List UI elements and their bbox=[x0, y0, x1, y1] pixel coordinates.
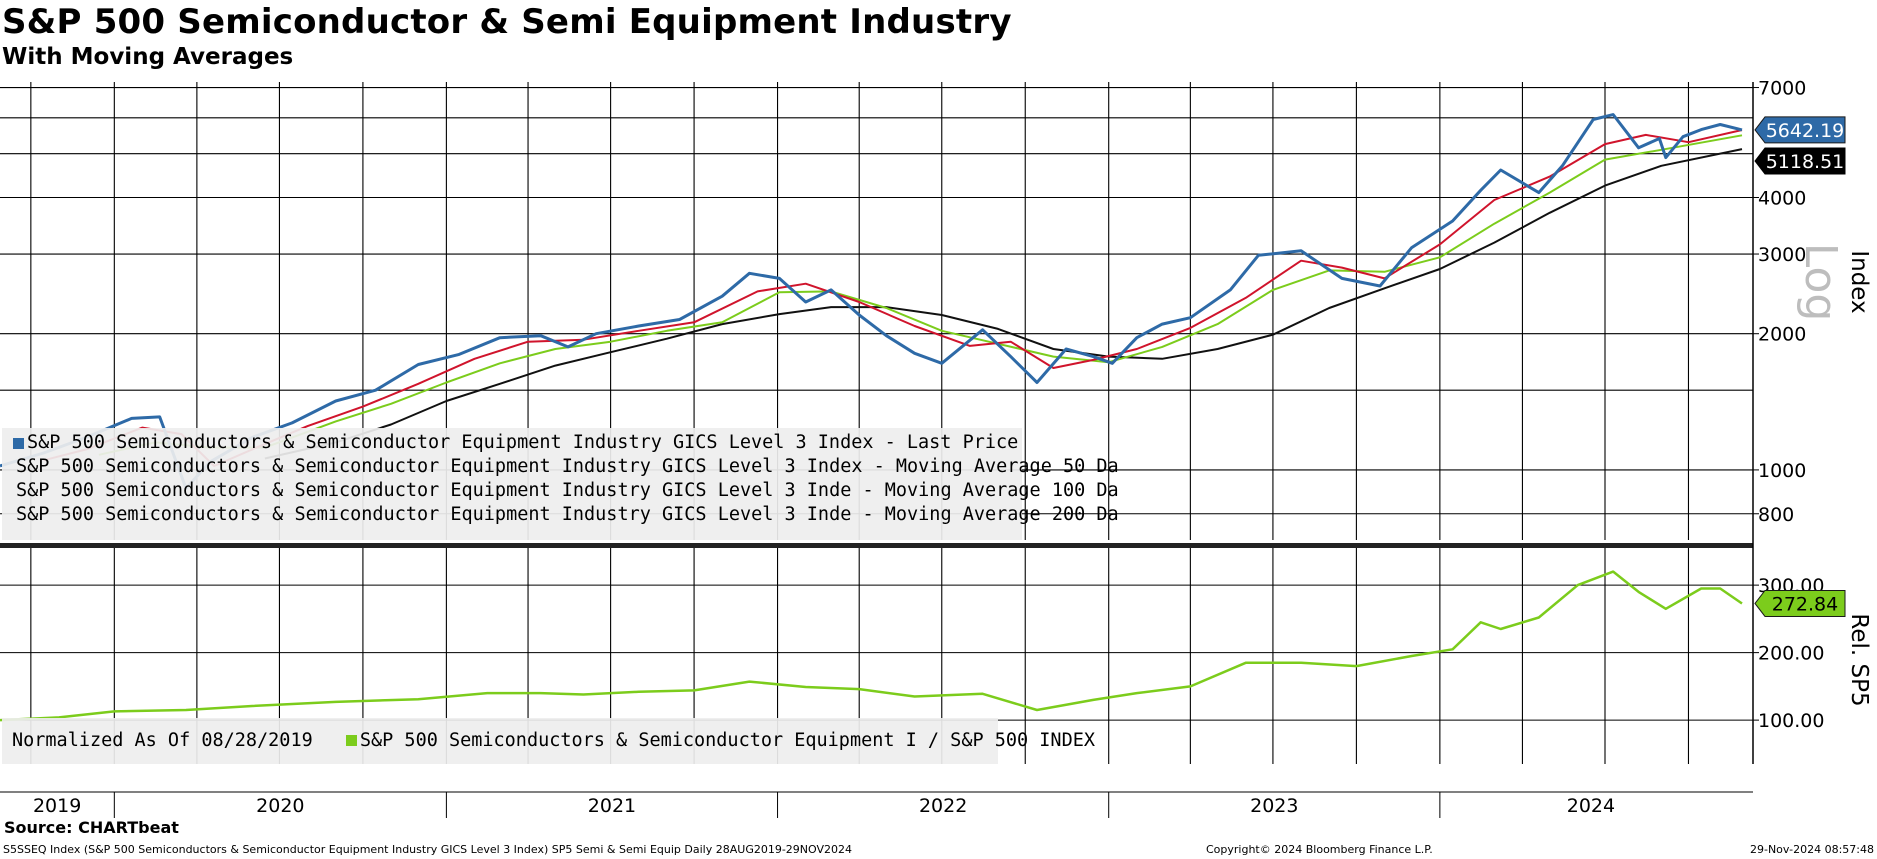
x-tick-label: 2021 bbox=[588, 795, 636, 817]
y-tick-label-upper: 800 bbox=[1758, 504, 1794, 526]
legend-label-relative: S&P 500 Semiconductors & Semiconductor E… bbox=[359, 730, 1095, 751]
axis-group: 80010002000300040007000100.00200.00300.0… bbox=[33, 78, 1872, 818]
legend-label: S&P 500 Semiconductors & Semiconductor E… bbox=[27, 432, 1019, 453]
y-tick-label-upper: 7000 bbox=[1758, 78, 1806, 100]
legend-lower: Normalized As Of 08/28/2019 S&P 500 Semi… bbox=[2, 718, 1095, 764]
last-value-tag-relative-text: 272.84 bbox=[1772, 593, 1838, 615]
y-axis-label-upper: Index bbox=[1846, 250, 1872, 313]
x-tick-label: 2022 bbox=[919, 795, 967, 817]
x-tick-label: 2019 bbox=[33, 795, 81, 817]
chart-title: S&P 500 Semiconductor & Semi Equipment I… bbox=[2, 2, 1012, 42]
series-line-ma200 bbox=[264, 148, 1743, 460]
normalized-note: Normalized As Of 08/28/2019 bbox=[12, 730, 313, 751]
x-tick-label: 2023 bbox=[1250, 795, 1298, 817]
last-value-tag-relative-shape bbox=[1754, 589, 1846, 617]
y-tick-label-upper: 1000 bbox=[1758, 460, 1806, 482]
footer-description: S5SSEQ Index (S&P 500 Semiconductors & S… bbox=[3, 843, 853, 856]
x-tick-label: 2020 bbox=[256, 795, 304, 817]
last-value-tag-ma200-shape bbox=[1754, 147, 1846, 175]
plot-frame bbox=[0, 82, 1754, 793]
series-line-relative bbox=[0, 570, 1743, 722]
last-value-tag-ma200: 5118.51 bbox=[1754, 147, 1846, 175]
y-tick-label-lower: 100.00 bbox=[1758, 710, 1824, 732]
last-value-tag-price: 5642.19 bbox=[1754, 116, 1846, 144]
log-watermark: Log bbox=[1795, 243, 1846, 322]
legend-item: S&P 500 Semiconductors & Semiconductor E… bbox=[2, 479, 1119, 503]
y-axis-label-lower: Rel. SP5 bbox=[1846, 613, 1872, 706]
y-tick-label-lower: 200.00 bbox=[1758, 643, 1824, 665]
legend-label: S&P 500 Semiconductors & Semiconductor E… bbox=[16, 480, 1119, 501]
series-line-last-price bbox=[0, 113, 1743, 490]
series-group bbox=[0, 113, 1743, 722]
footer-copyright: Copyright© 2024 Bloomberg Finance L.P. bbox=[1206, 843, 1433, 856]
legend-label: S&P 500 Semiconductors & Semiconductor E… bbox=[16, 504, 1119, 525]
legend-item: S&P 500 Semiconductors & Semiconductor E… bbox=[2, 455, 1119, 479]
source-label: Source: CHARTbeat bbox=[4, 818, 179, 837]
legend-item: S&P 500 Semiconductors & Semiconductor E… bbox=[2, 431, 1022, 455]
panel-separator bbox=[0, 543, 1753, 548]
series-line-ma50 bbox=[43, 129, 1743, 467]
x-tick-label: 2024 bbox=[1567, 795, 1615, 817]
legend-label: S&P 500 Semiconductors & Semiconductor E… bbox=[16, 456, 1119, 477]
chart-subtitle: With Moving Averages bbox=[2, 44, 294, 70]
last-value-tag-price-text: 5642.19 bbox=[1766, 120, 1845, 142]
y-tick-label-upper: 4000 bbox=[1758, 188, 1806, 210]
legend-upper: S&P 500 Semiconductors & Semiconductor E… bbox=[2, 428, 1119, 540]
footer-timestamp: 29-Nov-2024 08:57:48 bbox=[1749, 843, 1874, 856]
last-value-tag-relative: 272.84 bbox=[1754, 589, 1846, 617]
legend-swatch bbox=[13, 437, 24, 449]
y-tick-label-upper: 2000 bbox=[1758, 324, 1806, 346]
legend-item: S&P 500 Semiconductors & Semiconductor E… bbox=[2, 503, 1119, 527]
legend-swatch-relative bbox=[345, 735, 357, 746]
grid-lines bbox=[0, 82, 1753, 764]
series-line-ma100 bbox=[98, 134, 1743, 456]
last-value-tag-ma200-text: 5118.51 bbox=[1766, 151, 1845, 173]
y-tick-label-upper: 3000 bbox=[1758, 244, 1806, 266]
last-value-tag-price-shape bbox=[1754, 116, 1846, 144]
